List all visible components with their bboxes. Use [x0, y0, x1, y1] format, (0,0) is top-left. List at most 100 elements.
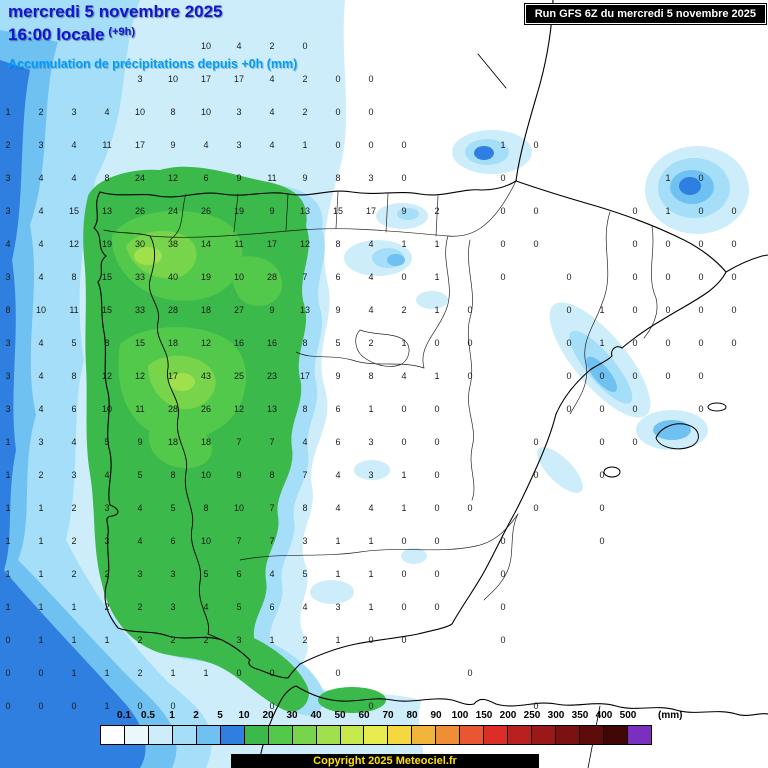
date-label: mercredi 5 novembre 2025 — [8, 2, 223, 21]
grid-value: 0 — [566, 305, 572, 315]
grid-value: 0 — [368, 140, 374, 150]
grid-value: 1 — [38, 635, 44, 645]
grid-value: 0 — [401, 536, 407, 546]
grid-value: 19 — [101, 239, 113, 249]
menorca-coastline — [707, 402, 727, 412]
grid-value: 5 — [335, 338, 341, 348]
grid-value: 4 — [38, 239, 44, 249]
grid-value: 1 — [401, 239, 407, 249]
grid-value: 0 — [500, 173, 506, 183]
grid-value: 1 — [269, 635, 275, 645]
grid-value: 3 — [38, 437, 44, 447]
grid-value: 3 — [302, 536, 308, 546]
grid-value: 2 — [71, 536, 77, 546]
grid-value: 26 — [134, 206, 146, 216]
grid-value: 8 — [368, 371, 374, 381]
grid-value: 4 — [302, 437, 308, 447]
grid-value: 16 — [233, 338, 245, 348]
grid-value: 0 — [533, 140, 539, 150]
legend-tick-label: 250 — [523, 710, 541, 721]
grid-value: 1 — [335, 635, 341, 645]
grid-value: 1 — [38, 602, 44, 612]
grid-value: 3 — [137, 74, 143, 84]
africa-coastline — [257, 685, 768, 768]
grid-value: 7 — [269, 437, 275, 447]
grid-value: 0 — [731, 305, 737, 315]
grid-value: 30 — [134, 239, 146, 249]
grid-value: 3 — [236, 140, 242, 150]
legend-swatch — [148, 726, 173, 744]
grid-value: 0 — [731, 239, 737, 249]
grid-value: 0 — [632, 272, 638, 282]
grid-value: 15 — [101, 305, 113, 315]
grid-value: 4 — [335, 470, 341, 480]
legend-swatch — [172, 726, 197, 744]
grid-value: 0 — [434, 338, 440, 348]
grid-value: 1 — [434, 272, 440, 282]
grid-value: 0 — [368, 701, 374, 711]
grid-value: 0 — [599, 437, 605, 447]
grid-value: 0 — [71, 701, 77, 711]
grid-value: 1 — [71, 635, 77, 645]
grid-value: 4 — [38, 272, 44, 282]
grid-value: 38 — [167, 239, 179, 249]
grid-value: 0 — [401, 437, 407, 447]
legend-tick-label: 20 — [262, 710, 274, 721]
grid-value: 0 — [335, 140, 341, 150]
grid-value: 1 — [38, 536, 44, 546]
legend-swatch — [244, 726, 269, 744]
grid-value: 0 — [698, 173, 704, 183]
legend-swatch — [220, 726, 245, 744]
grid-value: 5 — [302, 569, 308, 579]
grid-value: 3 — [71, 470, 77, 480]
legend-color-bar — [100, 725, 652, 745]
legend-tick-label: 80 — [406, 710, 418, 721]
grid-value: 40 — [167, 272, 179, 282]
grid-value: 0 — [302, 41, 308, 51]
grid-value: 8 — [269, 470, 275, 480]
grid-value: 0 — [434, 536, 440, 546]
grid-value: 0 — [170, 701, 176, 711]
mallorca-coastline — [655, 423, 699, 450]
grid-value: 43 — [200, 371, 212, 381]
north-coastline — [99, 180, 517, 198]
grid-value: 11 — [69, 305, 79, 315]
grid-value: 2 — [302, 74, 308, 84]
grid-value: 0 — [566, 404, 572, 414]
grid-value: 12 — [200, 338, 212, 348]
grid-value: 1 — [368, 536, 374, 546]
grid-value: 10 — [35, 305, 47, 315]
grid-value: 0 — [533, 701, 539, 711]
grid-value: 5 — [137, 470, 143, 480]
grid-value: 0 — [5, 668, 11, 678]
grid-value: 1 — [5, 107, 11, 117]
grid-value: 15 — [101, 272, 113, 282]
grid-value: 0 — [533, 470, 539, 480]
grid-value: 3 — [5, 173, 11, 183]
grid-value: 2 — [104, 569, 110, 579]
grid-value: 17 — [299, 371, 311, 381]
grid-value: 8 — [170, 107, 176, 117]
grid-value: 0 — [401, 569, 407, 579]
grid-value: 28 — [167, 305, 179, 315]
legend-swatch — [532, 726, 557, 744]
west-coastline — [93, 191, 223, 641]
grid-value: 1 — [38, 569, 44, 579]
grid-value: 10 — [134, 107, 146, 117]
legend-tick-label: 50 — [334, 710, 346, 721]
french-atlantic-coast — [515, 0, 554, 182]
grid-value: 6 — [203, 173, 209, 183]
grid-value: 0 — [632, 371, 638, 381]
grid-value: 8 — [203, 503, 209, 513]
grid-value: 4 — [368, 272, 374, 282]
legend-tick-label: 10 — [238, 710, 250, 721]
legend-tick-label: 0.5 — [141, 710, 155, 721]
grid-value: 2 — [368, 338, 374, 348]
grid-value: 10 — [200, 107, 212, 117]
grid-value: 0 — [434, 404, 440, 414]
grid-value: 1 — [5, 536, 11, 546]
grid-value: 4 — [236, 41, 242, 51]
grid-value: 0 — [632, 305, 638, 315]
grid-value: 8 — [104, 173, 110, 183]
